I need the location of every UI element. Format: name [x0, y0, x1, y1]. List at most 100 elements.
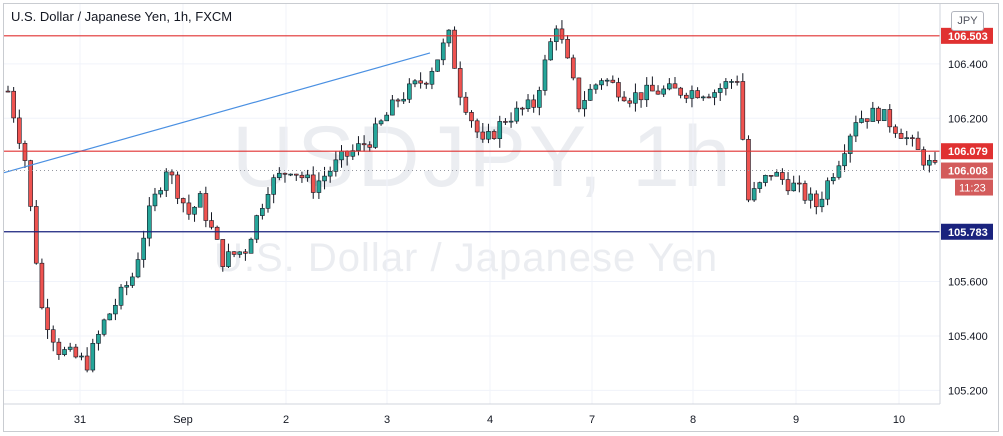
candle-body [797, 182, 802, 185]
candle-body [599, 80, 604, 86]
candle-body [638, 92, 644, 101]
candle-body [565, 39, 570, 59]
candle-body [616, 82, 621, 98]
candle-body [723, 81, 729, 89]
currency-button[interactable]: JPY [951, 11, 984, 31]
candle [474, 118, 480, 139]
candle [570, 54, 576, 81]
candle-body [407, 83, 412, 100]
candle [39, 258, 45, 310]
candle [695, 87, 700, 99]
candle [67, 342, 73, 352]
candle [169, 169, 175, 185]
candle [231, 251, 237, 258]
candle [927, 154, 932, 173]
candle [508, 112, 514, 128]
candle [633, 83, 638, 112]
candle-body [22, 143, 28, 161]
candle [893, 124, 898, 138]
candle-body [734, 81, 740, 83]
candle [864, 118, 870, 129]
y-tick-label: 105.200 [948, 385, 988, 397]
candle-body [548, 41, 553, 61]
candle-body [853, 122, 859, 137]
candle [384, 112, 390, 122]
candle-body [220, 239, 226, 267]
candle [254, 214, 260, 244]
candle-body [655, 90, 661, 95]
candle-body [729, 81, 734, 83]
candle [288, 173, 293, 177]
candle [401, 92, 406, 104]
candle [582, 91, 587, 117]
candle [463, 92, 469, 116]
candle [712, 89, 717, 106]
candle [813, 190, 819, 215]
candle [553, 25, 559, 51]
candle-body [28, 160, 33, 207]
candle-body [158, 190, 163, 195]
candle [785, 172, 791, 195]
candle [84, 347, 90, 373]
candle-body [147, 205, 152, 239]
candle [480, 122, 486, 143]
candle [672, 77, 678, 89]
candle [808, 187, 813, 209]
candle-body [333, 159, 339, 172]
candle [819, 191, 825, 213]
candle-body [587, 88, 593, 101]
candle [197, 190, 203, 208]
candle [729, 79, 734, 89]
candle [373, 117, 378, 149]
watermark-name: U.S. Dollar / Japanese Yen [214, 236, 719, 280]
y-tick-label: 105.400 [948, 331, 988, 343]
candle [497, 115, 503, 148]
candle-body [876, 107, 881, 122]
candle-body [299, 174, 305, 179]
candle-body [757, 182, 763, 189]
candle-body [260, 208, 265, 216]
candle-body [288, 173, 293, 176]
candle-body [932, 160, 938, 163]
candle [22, 140, 28, 168]
candle-body [486, 131, 491, 140]
candle-body [893, 126, 898, 134]
candle [932, 151, 938, 165]
candle-body [768, 175, 774, 177]
candle-body [339, 150, 344, 161]
candle-body [633, 92, 638, 104]
candle [361, 135, 367, 152]
candle [537, 86, 542, 116]
candle-body [870, 107, 876, 122]
candle-body [672, 83, 678, 89]
candle [548, 37, 553, 61]
candle [339, 145, 344, 168]
candle-body [17, 117, 22, 144]
candle [277, 167, 282, 181]
candle-body [700, 96, 706, 99]
candle-body [265, 194, 271, 209]
candle [520, 106, 525, 116]
candle [299, 171, 305, 183]
candle-body [33, 206, 39, 264]
candle [678, 86, 683, 99]
candle [514, 101, 520, 124]
candle-body [774, 172, 780, 177]
candle [655, 85, 661, 95]
candle-body [254, 215, 260, 240]
candle [525, 94, 531, 112]
resistance-price-label: 106.079 [941, 143, 993, 160]
candle-body [650, 84, 655, 92]
current-price-label-bg [941, 162, 993, 179]
candle-body [525, 99, 531, 110]
candle [96, 330, 101, 351]
candle [305, 169, 310, 182]
candle [378, 119, 384, 126]
countdown-bg [955, 179, 993, 196]
candle-body [135, 259, 141, 278]
candle [390, 94, 395, 116]
candle [220, 239, 226, 272]
candle-body [175, 174, 180, 199]
